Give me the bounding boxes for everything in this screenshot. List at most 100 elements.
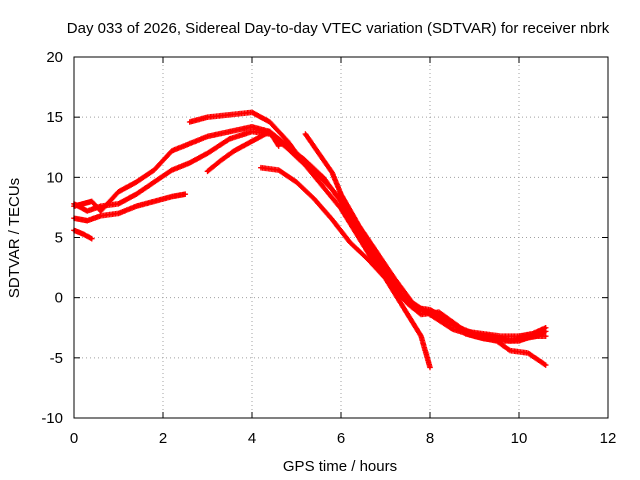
series-track-7 [258, 164, 433, 371]
data-point [188, 120, 191, 124]
data-point [473, 334, 476, 338]
data-point [117, 212, 120, 215]
data-point [375, 250, 378, 254]
data-point [117, 190, 120, 193]
data-point [99, 205, 102, 208]
data-point [219, 159, 223, 162]
data-point [544, 326, 547, 329]
data-point [228, 137, 231, 141]
data-point [286, 147, 289, 150]
x-tick-label: 10 [511, 430, 528, 447]
data-points [71, 109, 549, 371]
x-tick-label: 2 [159, 430, 167, 447]
data-point [508, 349, 512, 352]
data-point [206, 115, 209, 119]
data-point [277, 144, 280, 148]
data-point [304, 132, 307, 136]
data-point [188, 161, 191, 165]
data-point [152, 180, 156, 184]
data-point [99, 209, 102, 213]
y-tick-label: -10 [41, 410, 63, 427]
data-point [544, 330, 547, 333]
data-point [491, 334, 494, 338]
data-point [357, 224, 360, 227]
data-point [522, 337, 525, 340]
data-point [268, 130, 271, 133]
data-point [135, 180, 138, 184]
data-point [161, 159, 165, 162]
data-point [206, 135, 209, 138]
data-point [295, 152, 298, 155]
data-point [428, 366, 432, 369]
data-point [313, 170, 316, 173]
data-point [81, 202, 85, 206]
data-point [419, 334, 423, 338]
data-point [259, 166, 263, 169]
data-point [535, 334, 538, 338]
x-tick-label: 4 [248, 430, 256, 447]
data-point [170, 195, 174, 198]
data-point [268, 120, 271, 124]
y-tick-label: 0 [55, 290, 63, 307]
data-point [81, 232, 85, 236]
data-point [250, 125, 254, 128]
data-point [250, 130, 254, 133]
data-point [330, 171, 334, 174]
data-point [411, 301, 414, 304]
data-point [455, 325, 458, 328]
data-point [233, 149, 236, 153]
data-point [437, 314, 441, 317]
data-point [402, 296, 405, 299]
data-point [90, 200, 94, 203]
x-axis-label: GPS time / hours [283, 458, 397, 475]
series-track-6 [204, 128, 282, 175]
data-point [152, 168, 156, 172]
x-tick-label: 0 [70, 430, 78, 447]
data-point [419, 313, 423, 316]
data-point [90, 237, 94, 240]
data-point [393, 277, 396, 280]
data-point [184, 192, 187, 196]
data-point [313, 197, 316, 201]
data-point [428, 313, 432, 316]
data-point [286, 140, 289, 143]
data-point [495, 339, 498, 343]
data-point [188, 142, 191, 145]
data-point [348, 241, 352, 244]
data-point [99, 214, 102, 218]
data-point [526, 351, 530, 355]
y-tick-label: 20 [46, 49, 63, 66]
data-point [339, 192, 343, 196]
y-tick-label: 15 [46, 109, 63, 126]
data-point [250, 111, 254, 114]
data-point [86, 209, 89, 213]
series-track-8 [302, 131, 549, 368]
axis-ticks: 0 2 4 6 8 10 12 -10 -5 0 5 10 15 20 [41, 49, 616, 447]
data-point [170, 168, 174, 172]
data-point [508, 339, 512, 343]
data-point [544, 334, 547, 338]
data-point [135, 192, 138, 196]
x-tick-label: 8 [426, 430, 434, 447]
data-point [206, 170, 209, 173]
data-point [117, 202, 120, 206]
data-point [317, 152, 320, 155]
grid [74, 57, 608, 418]
y-tick-label: 5 [55, 230, 63, 247]
data-point [250, 140, 254, 143]
data-point [170, 149, 174, 153]
data-point [330, 218, 334, 221]
y-tick-label: 10 [46, 169, 63, 186]
y-axis-label: SDTVAR / TECUs [6, 178, 23, 298]
data-point [330, 188, 334, 191]
data-point [339, 207, 343, 210]
x-tick-label: 12 [600, 430, 617, 447]
data-point [544, 363, 547, 367]
data-point [451, 327, 454, 331]
data-point [295, 180, 298, 184]
data-point [366, 257, 369, 261]
data-point [384, 277, 387, 280]
x-tick-label: 6 [337, 430, 345, 447]
